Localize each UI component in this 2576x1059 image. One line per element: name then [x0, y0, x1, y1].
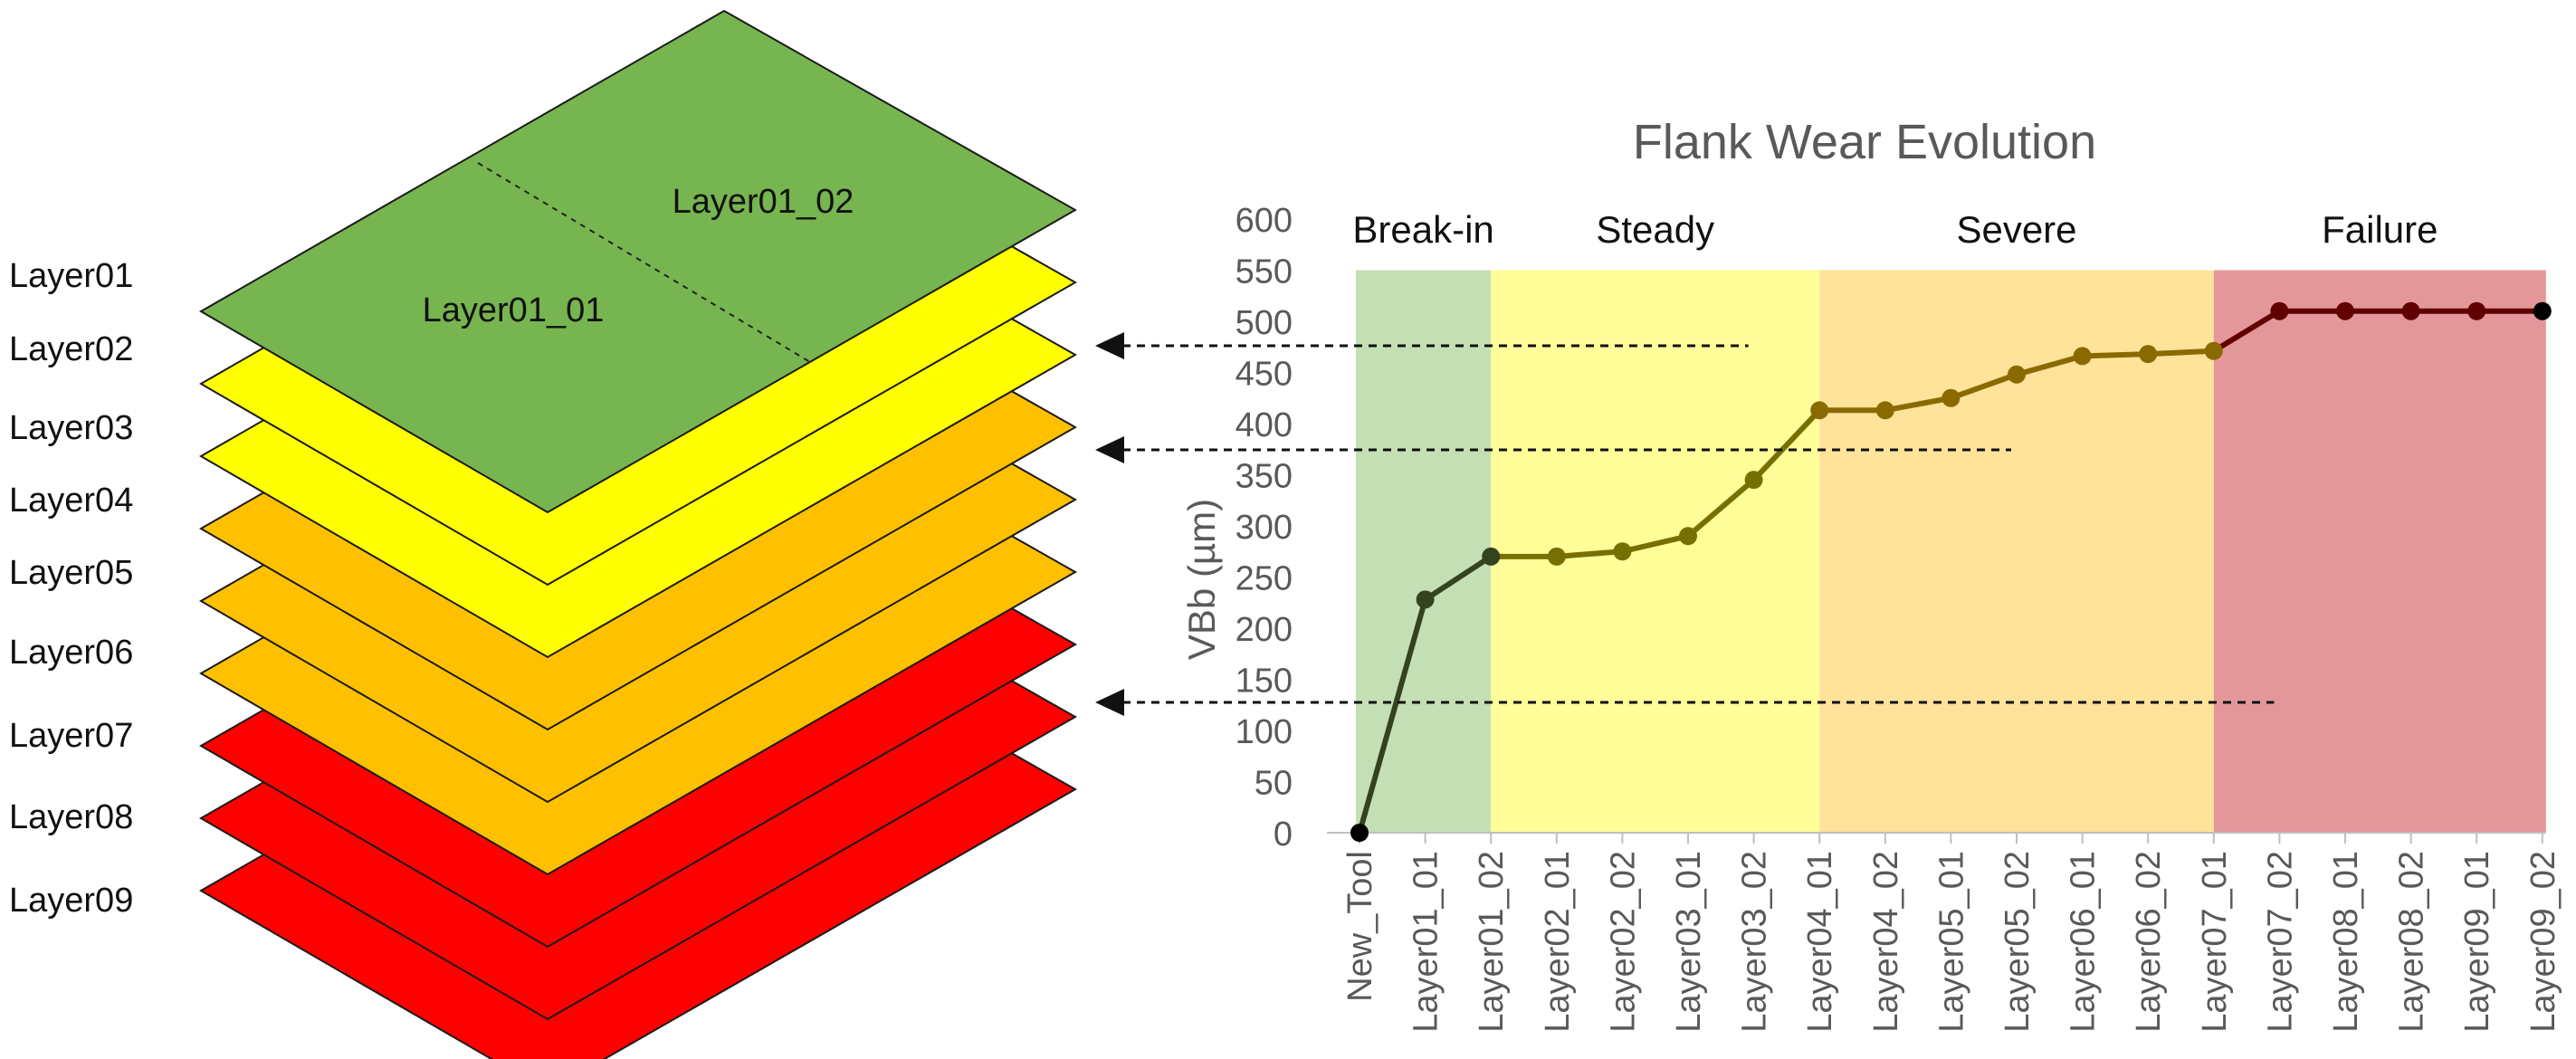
series-segment	[1950, 371, 2018, 401]
data-point	[1482, 547, 1501, 566]
x-tick-label: Layer04_01	[1801, 851, 1839, 1033]
y-tick-label: 200	[1236, 611, 1293, 649]
data-point	[1810, 401, 1829, 420]
layer-label-4: Layer04	[9, 482, 133, 520]
top-sublabel-1: Layer01_01	[423, 291, 605, 329]
data-point	[1875, 401, 1894, 420]
x-tick-label: Layer01_01	[1407, 851, 1445, 1033]
data-point	[2139, 345, 2158, 364]
data-point	[2533, 301, 2552, 320]
top-sublabel-2: Layer01_02	[673, 183, 854, 221]
arrows	[1095, 332, 2275, 716]
x-tick-label: Layer09_02	[2524, 851, 2562, 1033]
x-tick-label: Layer04_02	[1867, 851, 1905, 1033]
x-tick-label: Layer02_02	[1604, 851, 1642, 1033]
y-tick-label: 150	[1236, 663, 1293, 701]
x-tick-label: Layer08_02	[2393, 851, 2431, 1033]
y-tick-label: 300	[1236, 509, 1293, 547]
series-segment	[2016, 353, 2084, 377]
series-segment	[1751, 408, 1822, 482]
layer-plate-1	[198, 9, 1078, 514]
phase-label-steady: Steady	[1596, 208, 1714, 251]
x-tick-label: Layer08_01	[2327, 851, 2365, 1033]
x-tick-label: Layer02_01	[1539, 851, 1577, 1033]
phase-label-break-in: Break-in	[1352, 208, 1493, 251]
data-point	[1613, 542, 1632, 561]
layer-label-1: Layer01	[9, 257, 133, 295]
y-tick-label: 400	[1236, 406, 1293, 444]
y-tick-label: 550	[1236, 253, 1293, 291]
x-tick-label: Layer06_02	[2130, 851, 2168, 1033]
data-point	[1416, 590, 1435, 609]
data-point	[1547, 547, 1566, 566]
y-tick-label: 450	[1236, 356, 1293, 394]
y-tick-label: 500	[1236, 304, 1293, 342]
arrow-head	[1095, 689, 1124, 716]
x-axis: New_Tool Layer01_01 Layer01_02 Layer02_01 La…	[1327, 832, 2562, 1033]
y-tick-label: 0	[1274, 816, 1293, 854]
series-segment	[1357, 598, 1428, 834]
x-tick-label: Layer07_01	[2196, 851, 2234, 1033]
x-tick-label: New_Tool	[1341, 851, 1379, 1002]
phase-bands: Break-in Steady Severe Failure	[1352, 208, 2546, 833]
flank-wear-chart: Break-in Steady Severe Failure 0 50 100 150 200…	[1095, 115, 2562, 1033]
data-point	[1942, 388, 1961, 407]
series-segment	[1621, 533, 1689, 555]
series-segment	[1884, 395, 1951, 414]
layer-label-5: Layer05	[9, 554, 133, 592]
phase-band-severe	[1819, 270, 2214, 833]
x-tick-label: Layer03_02	[1736, 851, 1774, 1033]
x-tick-label: Layer07_02	[2261, 851, 2299, 1033]
y-tick-label: 50	[1255, 765, 1293, 803]
phase-label-severe: Severe	[1956, 208, 2076, 251]
x-tick-label: Layer09_01	[2458, 851, 2496, 1033]
layer-label-9: Layer09	[9, 882, 133, 920]
data-point	[2336, 301, 2354, 320]
layer-label-2: Layer02	[9, 330, 133, 368]
series-segment	[2148, 348, 2214, 358]
series-segment	[1423, 554, 1493, 602]
phase-band-failure	[2213, 270, 2546, 833]
data-point	[2467, 301, 2486, 320]
y-tick-label: 250	[1236, 560, 1293, 598]
data-point	[1350, 824, 1369, 842]
layer-label-7: Layer07	[9, 717, 133, 755]
data-point	[2270, 301, 2289, 320]
x-tick-label: Layer01_02	[1473, 851, 1511, 1033]
series-segment	[1556, 549, 1623, 559]
phase-label-failure: Failure	[2322, 208, 2438, 251]
arrow-head	[1095, 332, 1124, 359]
chart-title: Flank Wear Evolution	[1633, 115, 2096, 169]
y-axis-label: VBb (µm)	[1180, 499, 1223, 660]
series-segment	[2212, 309, 2281, 354]
phase-band-break-in	[1356, 270, 1492, 833]
x-tick-label: Layer05_02	[1999, 851, 2037, 1033]
x-tick-label: Layer05_01	[1932, 851, 1970, 1033]
data-point	[2073, 347, 2092, 366]
data-point	[2204, 341, 2223, 360]
arrow-head	[1095, 436, 1124, 463]
series-line	[1350, 301, 2552, 842]
x-tick-label: Layer06_01	[2065, 851, 2103, 1033]
data-point	[2008, 365, 2026, 384]
layer-label-6: Layer06	[9, 634, 133, 672]
phase-band-steady	[1491, 270, 1820, 833]
series-segment	[2082, 351, 2149, 359]
data-point	[1679, 527, 1697, 546]
y-tick-label: 100	[1236, 713, 1293, 751]
y-tick-label: 600	[1236, 202, 1293, 240]
x-tick-label: Layer03_01	[1670, 851, 1708, 1033]
layer-stack-diagram: Layer01_01 Layer01_02 Layer01 Layer02 Layer0…	[9, 9, 1078, 1059]
series-segment	[1686, 477, 1756, 539]
y-axis: 0 50 100 150 200 250 300 350 400 450 500 550 600	[1236, 202, 1293, 854]
data-point	[2401, 301, 2420, 320]
layer-label-3: Layer03	[9, 409, 133, 447]
data-point	[1744, 471, 1763, 490]
y-tick-label: 350	[1236, 458, 1293, 496]
layer-label-8: Layer08	[9, 798, 133, 836]
